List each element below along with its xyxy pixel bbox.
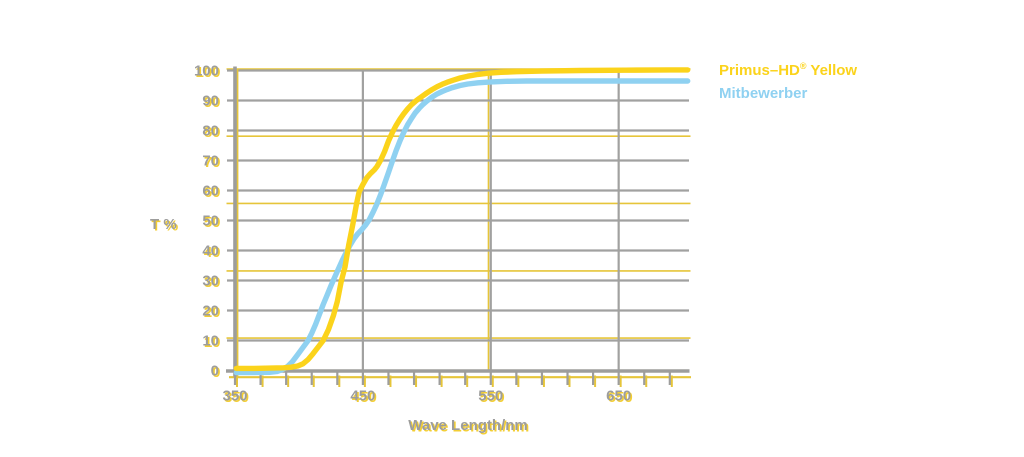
registered-trademark-symbol: ® xyxy=(799,61,807,71)
y-tick-label: 80 xyxy=(202,123,219,140)
x-tick-label-shadow: 550 xyxy=(480,389,505,406)
x-tick-label: 550 xyxy=(478,388,503,405)
y-axis-title: T % xyxy=(150,216,177,233)
y-tick-label-shadow: 70 xyxy=(204,154,221,171)
chart-legend: Primus–HD® Yellow Mitbewerber xyxy=(719,55,857,105)
x-tick-label-shadow: 650 xyxy=(608,389,633,406)
legend-primus-label: Primus–HD xyxy=(719,62,800,79)
y-tick-label-shadow: 30 xyxy=(204,274,221,291)
y-tick-label-shadow: 20 xyxy=(204,304,221,321)
x-tick-label-shadow: 450 xyxy=(352,389,377,406)
primus-curve xyxy=(233,67,691,372)
y-tick-label: 50 xyxy=(202,213,219,230)
competitor-curve xyxy=(233,78,691,376)
y-tick-label-shadow: 40 xyxy=(204,244,221,261)
y-tick-label: 70 xyxy=(202,153,219,170)
y-tick-label: 90 xyxy=(202,93,219,110)
legend-item-primus: Primus–HD® Yellow xyxy=(719,55,857,83)
y-tick-label-shadow: 50 xyxy=(204,214,221,231)
y-tick-label-shadow: 10 xyxy=(204,334,221,351)
legend-item-competitor: Mitbewerber xyxy=(719,84,808,102)
y-tick-label-shadow: 100 xyxy=(195,64,220,81)
x-tick-label-shadow: 350 xyxy=(224,389,249,406)
y-tick-label-shadow: 60 xyxy=(204,184,221,201)
y-tick-label: 10 xyxy=(202,333,219,350)
y-tick-label-shadow: 80 xyxy=(204,124,221,141)
y-tick-label: 20 xyxy=(202,303,219,320)
legend-primus-label-suffix: Yellow xyxy=(806,62,858,79)
x-tick-label: 450 xyxy=(350,388,375,405)
y-tick-label-shadow: 90 xyxy=(204,94,221,111)
y-tick-label-shadow: 0 xyxy=(212,364,220,381)
x-tick-label: 650 xyxy=(606,388,631,405)
y-tick-label: 60 xyxy=(202,183,219,200)
y-tick-label: 30 xyxy=(202,273,219,290)
x-axis-title: Wave Length/nm xyxy=(408,417,528,434)
y-tick-label: 100 xyxy=(194,63,219,80)
x-tick-label: 350 xyxy=(222,388,247,405)
y-tick-label: 40 xyxy=(202,243,219,260)
y-tick-label: 0 xyxy=(211,363,219,380)
